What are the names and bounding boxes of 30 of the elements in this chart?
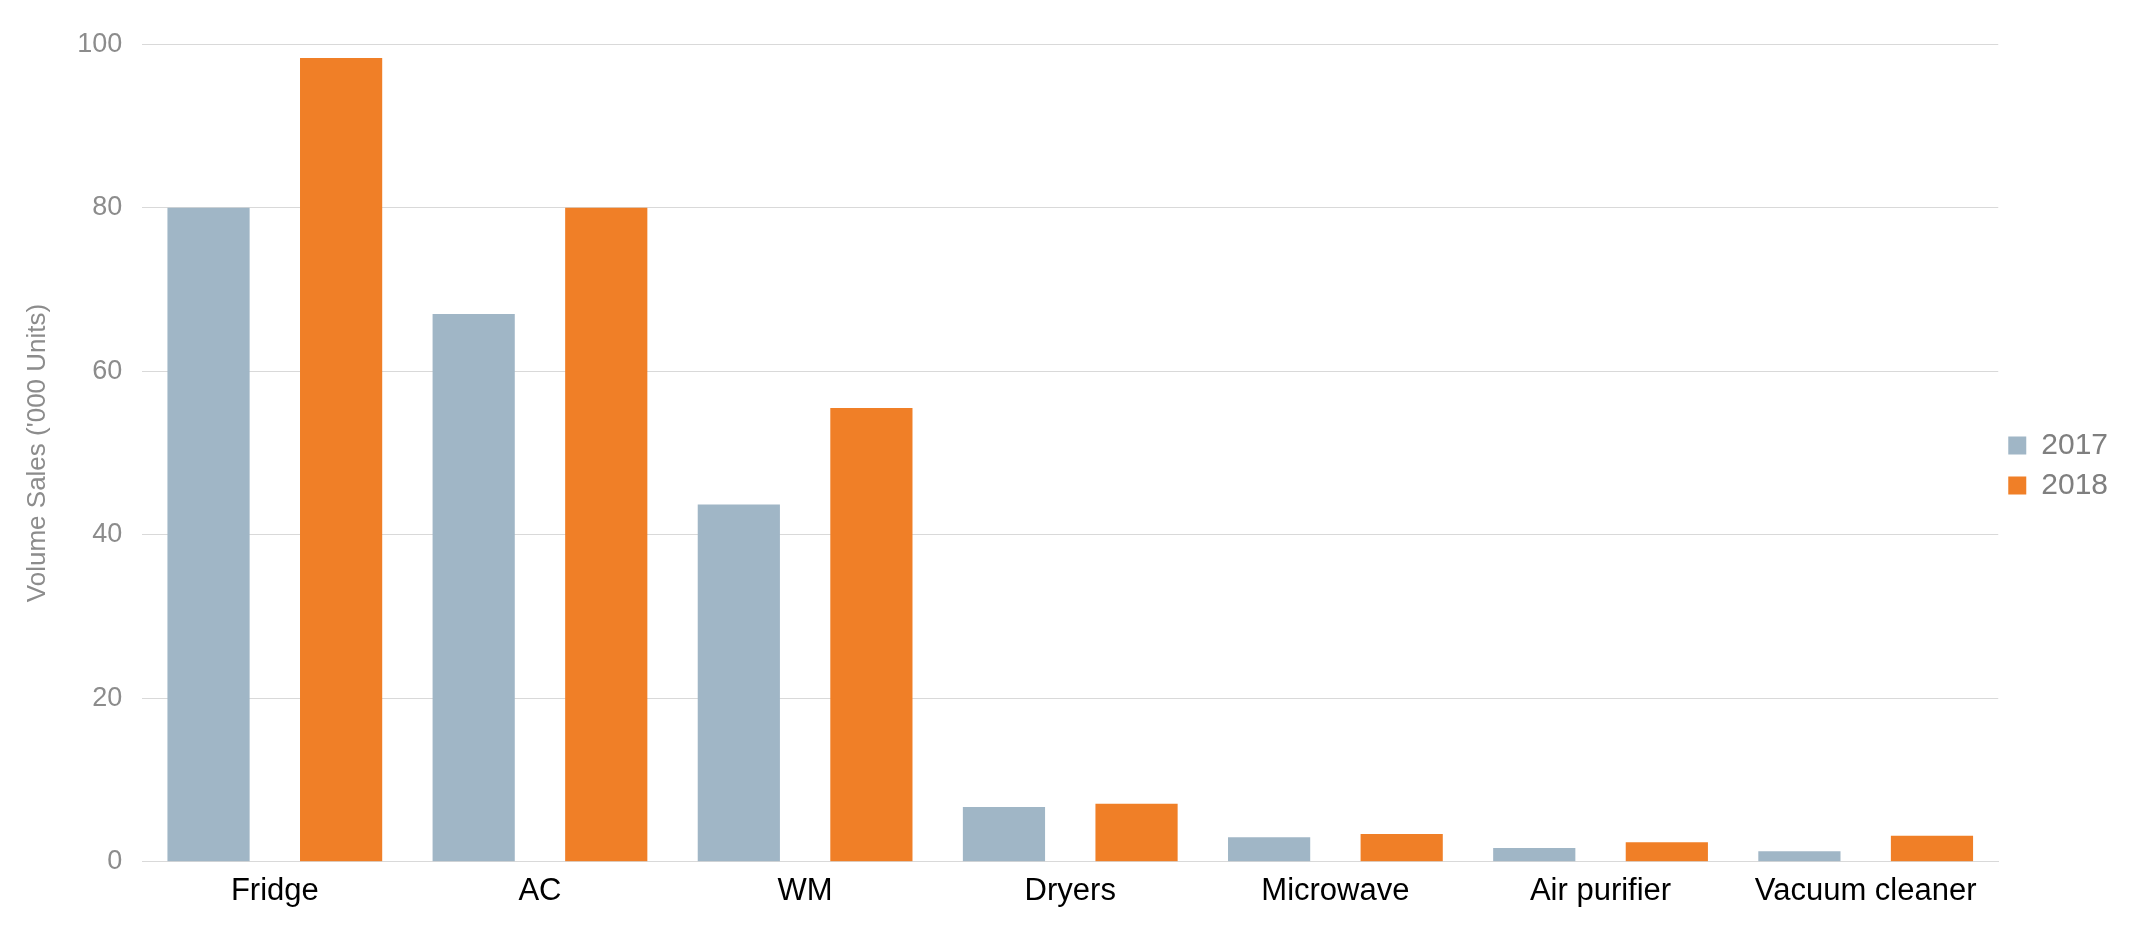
y-tick-label: 80 [92,191,123,222]
bar [962,807,1046,862]
bar [697,504,780,862]
bar [1758,851,1841,862]
bar [1360,834,1443,862]
y-tick-label: 60 [92,354,123,385]
x-tick-label: Microwave [1261,871,1410,907]
bar [1095,803,1178,862]
bar [1625,842,1708,862]
bar [1228,837,1311,862]
legend-label: 2018 [2041,466,2109,500]
y-tick-label: 0 [107,845,123,876]
bar [167,207,250,862]
bar [830,408,913,862]
legend-label: 2017 [2041,426,2109,460]
y-tick-label: 20 [92,681,123,712]
x-tick-label: Vacuum cleaner [1754,871,1977,907]
y-tick-label: 100 [77,27,123,58]
x-tick-label: Air purifier [1529,871,1672,907]
x-tick-label: Dryers [1024,871,1116,907]
bar [300,58,383,862]
y-tick-label: 40 [92,518,123,549]
bar [565,207,648,862]
bar [1890,835,1974,862]
bar [1493,847,1576,862]
x-tick-label: Fridge [230,871,319,907]
y-axis-title: Volume Sales ('000 Units) [20,303,51,603]
bar [432,314,515,862]
x-tick-label: AC [518,871,562,907]
x-tick-label: WM [777,871,833,907]
